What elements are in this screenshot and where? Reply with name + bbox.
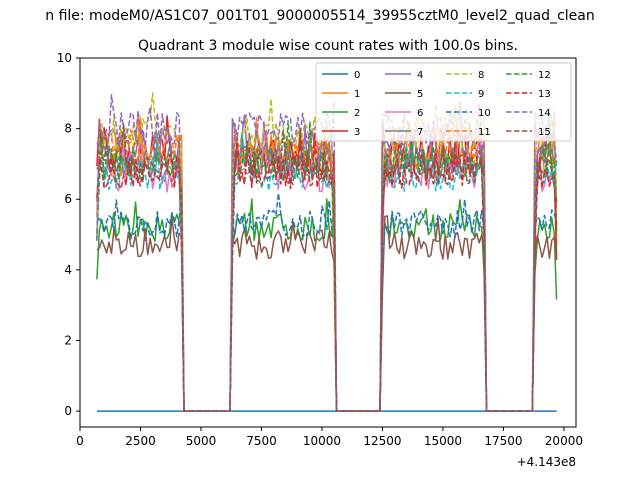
legend-label-2: 2 xyxy=(354,108,360,119)
legend-label-8: 8 xyxy=(478,70,484,81)
legend-label-10: 10 xyxy=(478,108,491,119)
y-tick-label-1: 2 xyxy=(64,333,72,347)
legend-label-1: 1 xyxy=(354,89,360,100)
y-tick-label-5: 10 xyxy=(57,51,72,65)
x-tick-label-8: 20000 xyxy=(545,434,583,448)
y-tick-label-3: 6 xyxy=(64,192,72,206)
x-offset-label: +4.143e8 xyxy=(517,455,576,469)
legend-label-3: 3 xyxy=(354,127,360,138)
axes-frame xyxy=(79,57,577,428)
y-tick-label-0: 0 xyxy=(64,404,72,418)
y-tick-label-2: 4 xyxy=(64,263,72,277)
legend-label-12: 12 xyxy=(538,70,551,81)
chart-title: Quadrant 3 module wise count rates with … xyxy=(138,38,518,54)
legend-label-5: 5 xyxy=(417,89,423,100)
series-line-13 xyxy=(96,132,558,412)
legend-label-13: 13 xyxy=(538,89,551,100)
x-tick-label-0: 0 xyxy=(76,434,84,448)
legend-label-7: 7 xyxy=(417,127,423,138)
x-tick-label-4: 10000 xyxy=(303,434,341,448)
series-line-10 xyxy=(96,189,558,412)
legend-label-9: 9 xyxy=(478,89,484,100)
x-tick-label-2: 5000 xyxy=(186,434,217,448)
x-tick-label-7: 17500 xyxy=(484,434,522,448)
legend-label-4: 4 xyxy=(417,70,423,81)
x-tick-label-6: 15000 xyxy=(424,434,462,448)
legend-label-6: 6 xyxy=(417,108,423,119)
series-line-5 xyxy=(96,215,558,412)
legend-label-15: 15 xyxy=(538,127,551,138)
legend-label-11: 11 xyxy=(478,127,491,138)
y-tick-label-4: 8 xyxy=(64,122,72,136)
legend-label-0: 0 xyxy=(354,70,360,81)
legend-label-14: 14 xyxy=(538,108,551,119)
figure-suptitle: n file: modeM0/AS1C07_001T01_9000005514_… xyxy=(45,8,594,24)
x-tick-label-1: 2500 xyxy=(125,434,156,448)
series-line-12 xyxy=(96,119,558,412)
x-tick-label-3: 7500 xyxy=(246,434,277,448)
series-line-1 xyxy=(96,109,558,412)
x-tick-label-5: 12500 xyxy=(363,434,401,448)
x-axis: 0 2500 5000 7500 10000 12500 15000 17500 20000 xyxy=(76,427,583,448)
legend-frame xyxy=(315,62,572,142)
y-axis: 0 2 4 6 8 10 xyxy=(57,51,80,418)
series-line-15 xyxy=(96,122,558,412)
